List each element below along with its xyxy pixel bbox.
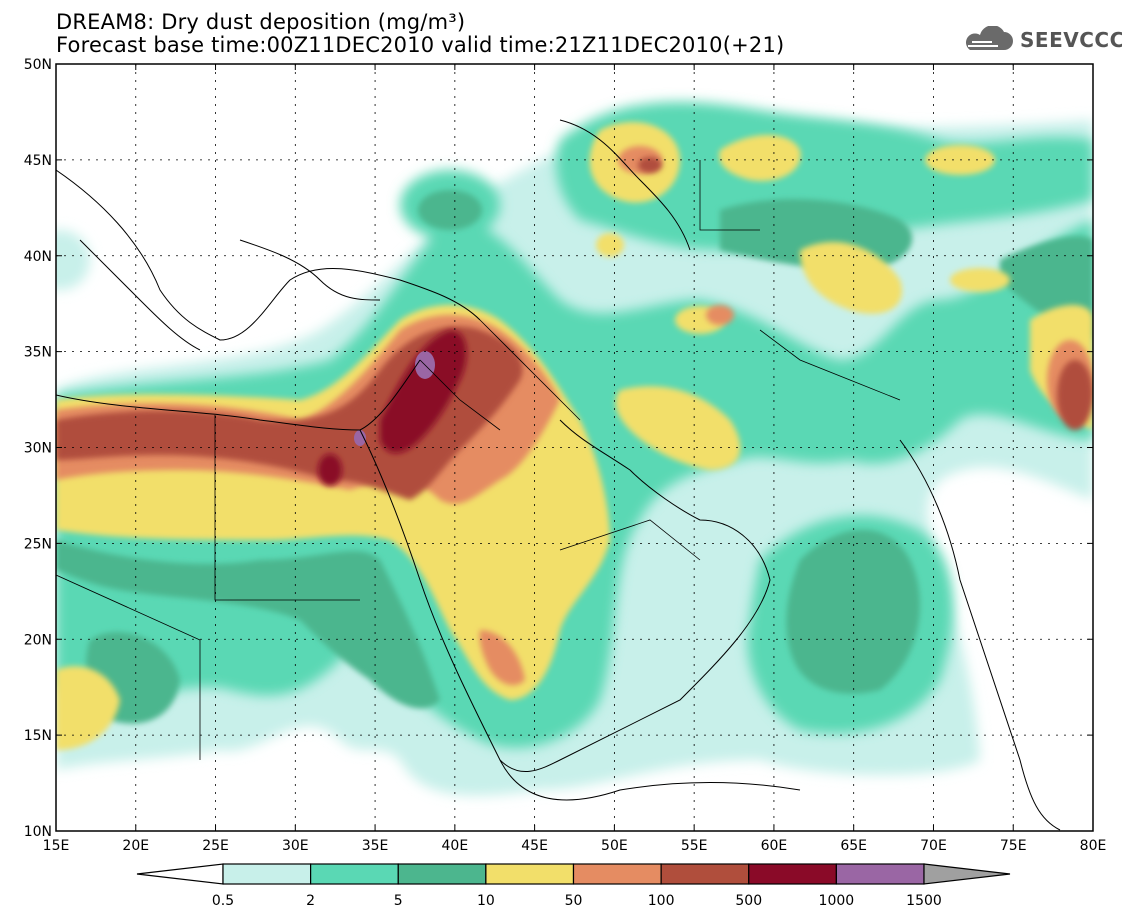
lon-label: 15E [43,838,70,854]
logo-text: SEEVCCC [1020,28,1122,52]
colorbar-label: 0.5 [212,893,234,909]
graticule [56,64,1093,831]
lon-label: 70E [920,838,947,854]
lon-label: 65E [840,838,867,854]
lon-label: 30E [282,838,309,854]
lon-label: 75E [1000,838,1027,854]
lon-label: 45E [521,838,548,854]
lon-label: 20E [122,838,149,854]
colorbar-label: 100 [648,893,675,909]
colorbar-low-arrow [136,863,224,885]
cloud-icon [966,26,1013,50]
colorbar-label: 1000 [819,893,855,909]
colorbar-label: 50 [565,893,583,909]
lat-label: 35N [24,345,52,361]
colorbar-segment [485,863,575,885]
lon-label: 50E [601,838,628,854]
colorbar-label: 1500 [906,893,942,909]
dust-field [56,101,1093,796]
colorbar-segment [748,863,837,885]
map-subtitle: Forecast base time:00Z11DEC2010 valid ti… [56,33,785,57]
colorbar-label: 10 [477,893,495,909]
colorbar: 0.5 2 5 10 50 100 500 1000 1500 [136,863,1011,909]
lat-label: 45N [24,153,52,169]
lon-label: 25E [202,838,229,854]
lat-label: 25N [24,536,52,552]
colorbar-label: 2 [306,893,315,909]
longitude-labels: 15E 20E 25E 30E 35E 40E 45E 50E 55E 60E 65E 70E 75E 8… [43,838,1107,854]
lat-label: 30N [24,441,52,457]
colorbar-segment [397,863,487,885]
colorbar-label: 5 [394,893,403,909]
colorbar-segment [660,863,750,885]
latitude-labels: 50N 45N 40N 35N 30N 25N 20N 15N 10N [24,57,52,840]
coastlines [56,119,1061,831]
lat-label: 15N [24,728,52,744]
colorbar-segment [222,863,312,885]
colorbar-segment [572,863,662,885]
seevccc-logo: SEEVCCC [960,26,1122,54]
colorbar-segment [835,863,925,885]
colorbar-high-arrow [923,863,1011,885]
colorbar-label: 500 [735,893,762,909]
lat-label: 20N [24,632,52,648]
axis-ticks [55,63,1094,832]
colorbar-segment [310,863,399,885]
lon-label: 55E [681,838,708,854]
country-borders [56,160,901,760]
map-title: DREAM8: Dry dust deposition (mg/m³) [56,10,466,34]
lat-label: 50N [24,57,52,73]
lon-label: 35E [362,838,389,854]
lat-label: 10N [24,824,52,840]
lon-label: 40E [442,838,469,854]
lat-label: 40N [24,249,52,265]
lon-label: 80E [1080,838,1107,854]
lon-label: 60E [761,838,788,854]
